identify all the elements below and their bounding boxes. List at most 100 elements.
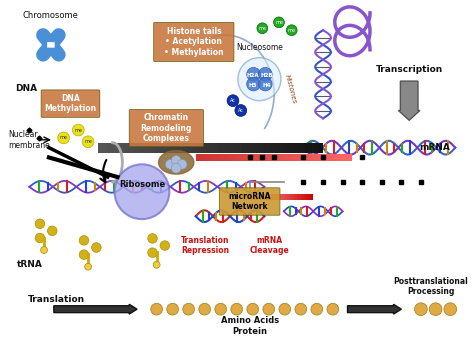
Bar [280, 154, 283, 161]
Bar [337, 154, 340, 161]
Bar [224, 154, 227, 161]
FancyBboxPatch shape [154, 22, 234, 61]
Circle shape [215, 303, 227, 315]
Text: Ac: Ac [238, 108, 244, 113]
Bar [247, 194, 249, 200]
Bar [280, 194, 282, 200]
Circle shape [171, 163, 181, 173]
Circle shape [279, 303, 291, 315]
Bar [272, 194, 273, 200]
Bar [156, 143, 161, 152]
Bar [165, 143, 170, 152]
Circle shape [415, 303, 427, 316]
Circle shape [258, 77, 272, 91]
Bar [279, 194, 280, 200]
Bar [208, 154, 211, 161]
Circle shape [148, 248, 157, 257]
Circle shape [246, 67, 260, 81]
Bar [277, 154, 280, 161]
Circle shape [47, 226, 57, 236]
Circle shape [85, 263, 91, 270]
Text: H4: H4 [263, 82, 272, 87]
Bar [297, 194, 298, 200]
Bar [305, 194, 306, 200]
Bar [257, 194, 258, 200]
Bar [289, 194, 290, 200]
Bar [321, 154, 324, 161]
Bar [290, 194, 292, 200]
Text: Histone tails
• Acetylation
• Methylation: Histone tails • Acetylation • Methylatio… [164, 27, 224, 57]
Bar [296, 154, 299, 161]
Circle shape [171, 156, 181, 165]
Bar [309, 194, 310, 200]
Bar [111, 143, 116, 152]
Bar [309, 154, 312, 161]
Text: Nuclear
membrane: Nuclear membrane [8, 130, 50, 150]
Bar [243, 154, 246, 161]
Text: Translation: Translation [27, 295, 84, 304]
Bar [197, 143, 201, 152]
Bar [221, 154, 224, 161]
Bar [328, 154, 330, 161]
Text: Chromatin
Remodeling
Complexes: Chromatin Remodeling Complexes [141, 113, 192, 143]
Bar [246, 143, 251, 152]
Circle shape [247, 303, 259, 315]
Bar [215, 143, 219, 152]
Bar [319, 143, 323, 152]
Bar [138, 143, 143, 152]
Bar [218, 154, 221, 161]
Bar [183, 143, 188, 152]
Bar [298, 194, 300, 200]
Bar [308, 194, 309, 200]
Bar [287, 194, 289, 200]
Bar [283, 154, 287, 161]
Text: tRNA: tRNA [17, 260, 42, 269]
Bar [250, 194, 252, 200]
Text: H2A: H2A [246, 73, 259, 78]
Text: microRNA
Network: microRNA Network [228, 192, 271, 211]
Bar [261, 194, 263, 200]
Bar [147, 143, 152, 152]
Bar [340, 154, 343, 161]
FancyArrow shape [54, 304, 137, 314]
Bar [273, 143, 278, 152]
Bar [264, 143, 269, 152]
Bar [161, 143, 165, 152]
Bar [278, 143, 283, 152]
Bar [255, 143, 260, 152]
Bar [292, 143, 296, 152]
Bar [287, 154, 290, 161]
Bar [260, 143, 264, 152]
Bar [255, 154, 258, 161]
Bar [246, 154, 249, 161]
Bar [295, 194, 297, 200]
Text: DNA: DNA [15, 85, 37, 94]
Bar [205, 154, 208, 161]
Bar [263, 194, 264, 200]
Bar [265, 194, 267, 200]
Bar [267, 194, 268, 200]
Bar [245, 194, 246, 200]
Circle shape [258, 67, 272, 81]
Bar [98, 143, 102, 152]
Circle shape [151, 303, 163, 315]
Text: me: me [275, 20, 283, 25]
Bar [275, 194, 276, 200]
Bar [240, 154, 243, 161]
Text: H2B: H2B [261, 73, 273, 78]
Circle shape [246, 77, 260, 91]
Bar [314, 143, 319, 152]
Bar [206, 143, 210, 152]
Bar [107, 143, 111, 152]
Text: Transcription: Transcription [375, 65, 443, 74]
Bar [202, 154, 205, 161]
Circle shape [58, 132, 70, 144]
Circle shape [286, 25, 297, 36]
Bar [296, 143, 301, 152]
Bar [302, 194, 304, 200]
Text: Ribosome: Ribosome [119, 180, 165, 189]
Bar [258, 154, 262, 161]
Bar [262, 154, 264, 161]
Bar [330, 154, 334, 161]
Bar [305, 143, 310, 152]
